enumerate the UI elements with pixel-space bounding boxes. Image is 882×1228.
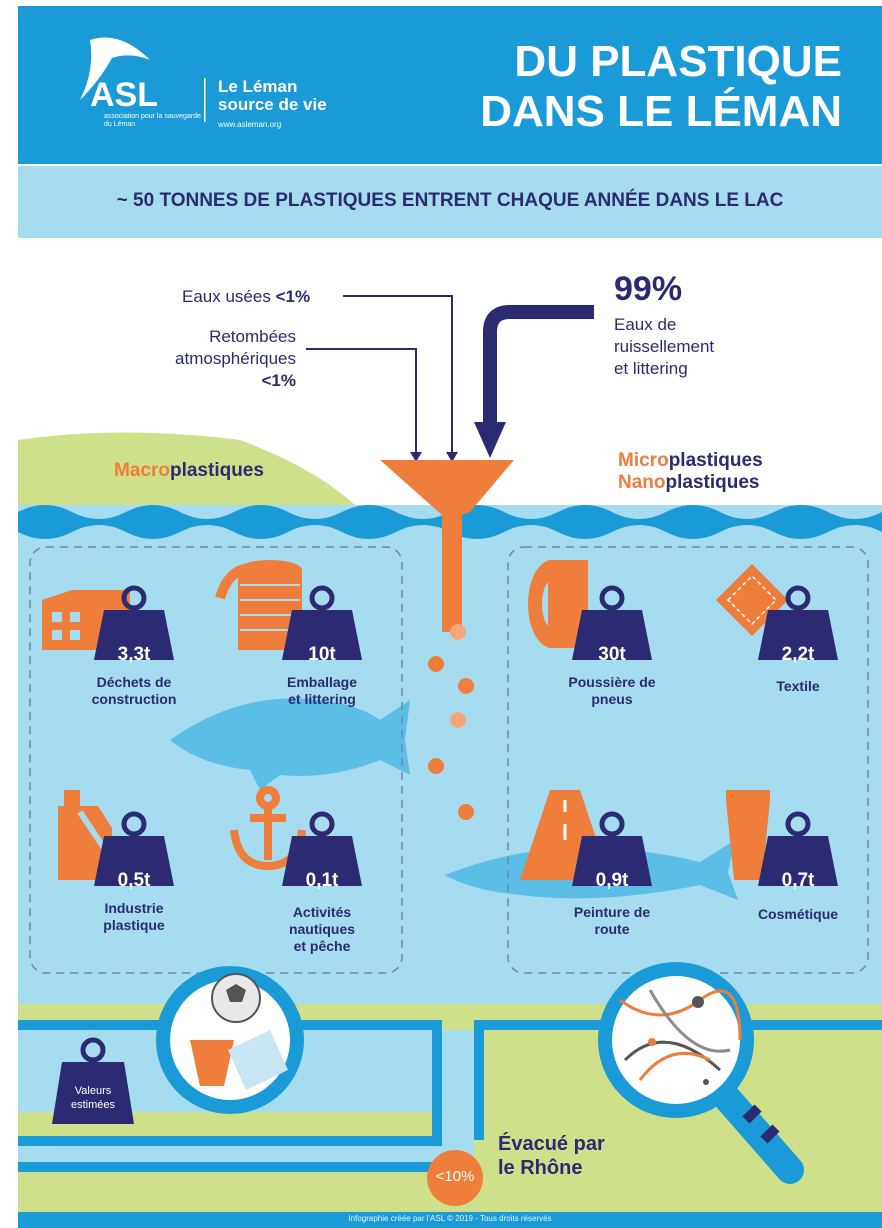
macroplastic-magnifier: [156, 966, 304, 1114]
source-ruissellement-value: 99%: [614, 270, 683, 308]
ruissellement-arrow: [483, 305, 594, 425]
eaux-usees-arrow: [343, 295, 453, 458]
label-construction: Déchets de construction: [74, 674, 194, 708]
canister-icon: [58, 790, 112, 880]
caption-line: pneus: [591, 691, 633, 707]
caption-line: et pêche: [293, 938, 351, 954]
source-label: ruissellement: [614, 337, 715, 356]
caption-line: Poussière de: [568, 674, 656, 690]
category-macroplastiques: Macroplastiques: [114, 460, 264, 482]
shore-left: [18, 432, 360, 510]
value-pneus: 30t: [598, 644, 626, 665]
caption-line: Peinture de: [573, 904, 651, 920]
asl-logo-icon: [80, 37, 150, 100]
category-microplastiques: Microplastiques: [618, 450, 763, 472]
outflow-label: Évacué par le Rhône: [498, 1132, 605, 1180]
website-link[interactable]: www.asleman.org: [218, 120, 282, 129]
value-emballage: 10t: [308, 644, 336, 665]
source-label: et littering: [614, 359, 688, 378]
source-value: <1%: [275, 287, 311, 306]
footer-copyright: Infographie créée par l'ASL © 2019 - Tou…: [348, 1214, 552, 1223]
source-label: Eaux de: [614, 315, 677, 334]
legend-label: Valeurs estimées: [52, 1084, 134, 1112]
source-eaux-usees: Eaux usées <1%: [182, 286, 310, 308]
label-pneus: Poussière de pneus: [552, 674, 672, 708]
tire-icon: [528, 560, 588, 648]
source-label: atmosphériques: [175, 349, 296, 368]
category-prefix: Nano: [618, 472, 666, 493]
caption-line: et littering: [288, 691, 356, 707]
logo-text: ASL: [90, 76, 158, 114]
label-nautique: Activités nautiques et pêche: [262, 904, 382, 955]
value-textile: 2,2t: [781, 644, 815, 665]
caption-line: Industrie: [104, 900, 164, 916]
label-cosmetique: Cosmétique: [757, 906, 839, 922]
caption-line: plastique: [103, 917, 165, 933]
source-ruissellement-label: Eaux de ruissellement et littering: [614, 314, 714, 380]
outflow-value: <10%: [435, 1168, 475, 1185]
source-label: Retombées: [209, 327, 296, 346]
category-suffix: plastiques: [665, 472, 760, 493]
value-nautique: 0,1t: [305, 870, 339, 891]
label-textile: Textile: [776, 678, 820, 694]
category-nanoplastiques: Nanoplastiques: [618, 472, 759, 494]
category-suffix: plastiques: [668, 450, 763, 471]
legend-weight-icon: [52, 1037, 134, 1124]
microplastic-magnifier: [598, 962, 804, 1184]
caption-line: Activités: [292, 904, 352, 920]
outflow-line: Évacué par: [498, 1133, 605, 1155]
funnel-icon: [380, 460, 514, 632]
micro-group: [507, 546, 869, 974]
particle-dots: [428, 624, 474, 820]
label-industrie: Industrie plastique: [74, 900, 194, 934]
logo-subtext: association pour la sauvegarde du Léman: [104, 113, 201, 128]
category-prefix: Micro: [618, 450, 669, 471]
legend-line: Valeurs: [74, 1085, 112, 1097]
value-industrie: 0,5t: [117, 870, 151, 891]
fish-shape: [170, 698, 410, 790]
brand-line-1: Le Léman: [218, 77, 298, 96]
brand-line-2: source de vie: [218, 95, 327, 114]
caption-line: nautiques: [288, 921, 356, 937]
category-prefix: Macro: [114, 460, 170, 481]
tube-icon: [726, 790, 770, 880]
outflow-line: le Rhône: [498, 1157, 583, 1179]
source-label: Eaux usées: [182, 287, 271, 306]
label-peinture: Peinture de route: [552, 904, 672, 938]
subtitle: ~ 50 TONNES DE PLASTIQUES ENTRENT CHAQUE…: [116, 190, 784, 211]
label-emballage: Emballage et littering: [262, 674, 382, 708]
caption-line: route: [594, 921, 630, 937]
source-value: <1%: [261, 371, 297, 390]
legend-line: estimées: [70, 1099, 116, 1111]
value-peinture: 0,9t: [595, 870, 629, 891]
page-title-line-1: DU PLASTIQUE: [514, 37, 842, 86]
caption-line: Emballage: [286, 674, 358, 690]
retombees-arrow: [306, 348, 417, 458]
value-construction: 3,3t: [117, 644, 151, 665]
caption-line: Déchets de: [96, 674, 172, 690]
caption-line: construction: [91, 691, 177, 707]
value-cosmetique: 0,7t: [781, 870, 815, 891]
category-suffix: plastiques: [169, 460, 264, 481]
outflow-badge: [427, 1150, 483, 1206]
page-title-line-2: DANS LE LÉMAN: [480, 87, 842, 136]
source-retombees: Retombées atmosphériques <1%: [150, 326, 296, 392]
